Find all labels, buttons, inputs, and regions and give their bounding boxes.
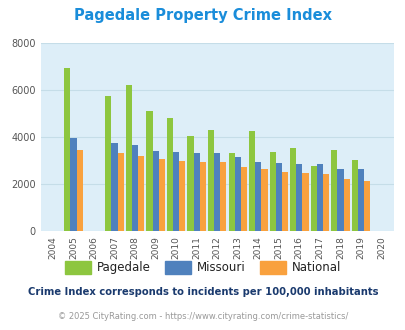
Bar (207, 130, 213, 231)
Legend: Pagedale, Missouri, National: Pagedale, Missouri, National (60, 257, 345, 279)
Bar (199, 162, 205, 231)
Bar (281, 172, 288, 231)
Bar (138, 156, 144, 231)
Bar (296, 164, 302, 231)
Bar (228, 153, 234, 231)
Bar (220, 162, 226, 231)
Text: Pagedale Property Crime Index: Pagedale Property Crime Index (74, 8, 331, 23)
Bar (255, 162, 261, 231)
Bar (343, 179, 349, 231)
Text: Crime Index corresponds to incidents per 100,000 inhabitants: Crime Index corresponds to incidents per… (28, 287, 377, 297)
Bar (187, 136, 193, 231)
Bar (70, 138, 77, 231)
Bar (213, 153, 220, 231)
Bar (330, 150, 337, 231)
Bar (240, 167, 246, 231)
Bar (105, 96, 111, 231)
Bar (179, 161, 185, 231)
Bar (146, 111, 152, 231)
Bar (158, 159, 164, 231)
Bar (126, 85, 132, 231)
Bar (117, 153, 124, 231)
Bar (166, 118, 173, 231)
Bar (310, 166, 316, 231)
Bar (234, 157, 240, 231)
Bar (152, 151, 158, 231)
Bar (248, 131, 255, 231)
Bar (290, 148, 296, 231)
Bar (302, 173, 308, 231)
Bar (261, 169, 267, 231)
Text: © 2025 CityRating.com - https://www.cityrating.com/crime-statistics/: © 2025 CityRating.com - https://www.city… (58, 312, 347, 321)
Bar (275, 163, 281, 231)
Bar (132, 145, 138, 231)
Bar (316, 164, 322, 231)
Bar (269, 152, 275, 231)
Bar (322, 174, 328, 231)
Bar (337, 169, 343, 231)
Bar (363, 181, 369, 231)
Bar (357, 169, 363, 231)
Bar (111, 143, 117, 231)
Bar (173, 152, 179, 231)
Bar (351, 160, 357, 231)
Bar (193, 153, 199, 231)
Bar (64, 68, 70, 231)
Bar (77, 150, 83, 231)
